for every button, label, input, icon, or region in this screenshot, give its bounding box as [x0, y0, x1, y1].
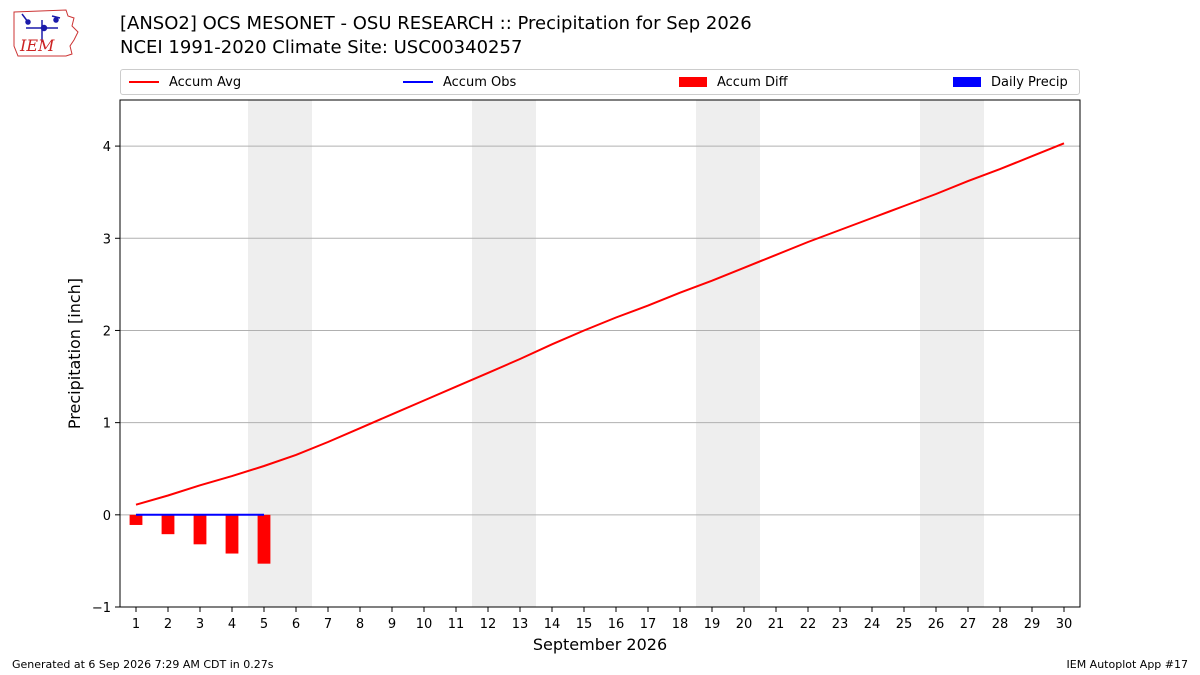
x-tick-label: 5 [260, 617, 268, 632]
y-tick-label: 1 [103, 417, 111, 432]
x-tick-label: 26 [928, 617, 945, 632]
x-tick-label: 16 [608, 617, 625, 632]
legend-item-accum-diff: Accum Diff [679, 70, 788, 94]
legend-label-daily-precip: Daily Precip [991, 74, 1068, 90]
x-tick-label: 14 [544, 617, 561, 632]
legend-item-accum-obs: Accum Obs [403, 70, 516, 94]
x-tick-label: 9 [388, 617, 396, 632]
x-tick-label: 15 [576, 617, 593, 632]
x-tick-label: 10 [416, 617, 433, 632]
chart-subtitle: NCEI 1991-2020 Climate Site: USC00340257 [120, 37, 523, 58]
x-tick-label: 22 [800, 617, 817, 632]
legend-label-accum-obs: Accum Obs [443, 74, 517, 90]
x-tick-label: 23 [832, 617, 849, 632]
x-tick-label: 18 [672, 617, 689, 632]
legend-label-accum-diff: Accum Diff [717, 74, 788, 90]
weather-station-icon [21, 13, 61, 42]
weekend-band [472, 100, 536, 607]
x-tick-label: 4 [228, 617, 236, 632]
accum-diff-bar [161, 514, 175, 535]
y-tick-label: 2 [103, 324, 111, 339]
x-tick-label: 11 [448, 617, 465, 632]
x-tick-label: 28 [992, 617, 1009, 632]
legend-item-accum-avg: Accum Avg [129, 70, 241, 94]
x-axis-label: September 2026 [533, 635, 667, 654]
plot-frame [119, 99, 1081, 608]
legend-item-daily-precip: Daily Precip [953, 70, 1068, 94]
x-tick-label: 20 [736, 617, 753, 632]
x-tick-label: 30 [1056, 617, 1073, 632]
app-credit: IEM Autoplot App #17 [1066, 658, 1189, 671]
x-tick-label: 19 [704, 617, 721, 632]
y-axis-label: Precipitation [inch] [65, 278, 84, 429]
legend-swatch-accum-obs [403, 81, 433, 83]
legend-swatch-accum-avg [129, 81, 159, 83]
x-tick-label: 21 [768, 617, 785, 632]
x-tick-label: 1 [132, 617, 140, 632]
x-tick-label: 27 [960, 617, 977, 632]
x-tick-label: 25 [896, 617, 913, 632]
y-tick-label: −1 [92, 601, 111, 616]
x-tick-label: 12 [480, 617, 497, 632]
y-tick-label: 4 [103, 140, 111, 155]
x-tick-label: 3 [196, 617, 204, 632]
x-tick-label: 13 [512, 617, 529, 632]
accum-diff-bar [257, 514, 271, 564]
accum-avg-line [135, 142, 1065, 506]
logo-text: IEM [19, 36, 55, 55]
y-tick-label: 3 [103, 232, 111, 247]
generated-timestamp: Generated at 6 Sep 2026 7:29 AM CDT in 0… [12, 658, 274, 671]
legend-swatch-accum-diff [679, 77, 707, 87]
accum-diff-bar [129, 514, 143, 525]
weekend-band [920, 100, 984, 607]
x-tick-label: 7 [324, 617, 332, 632]
x-tick-label: 8 [356, 617, 364, 632]
x-tick-label: 29 [1024, 617, 1041, 632]
x-tick-label: 6 [292, 617, 300, 632]
accum-diff-bar [193, 514, 207, 545]
legend-swatch-daily-precip [953, 77, 981, 87]
y-tick-label: 0 [103, 509, 111, 524]
x-tick-label: 2 [164, 617, 172, 632]
accum-diff-bar [225, 514, 239, 554]
chart-title: [ANSO2] OCS MESONET - OSU RESEARCH :: Pr… [120, 13, 752, 34]
x-tick-label: 24 [864, 617, 881, 632]
weekend-band [696, 100, 760, 607]
iem-logo: IEM [13, 9, 79, 57]
legend-label-accum-avg: Accum Avg [169, 74, 242, 90]
x-tick-label: 17 [640, 617, 657, 632]
legend: Accum Avg Accum Obs Accum Diff Daily Pre… [120, 69, 1080, 95]
